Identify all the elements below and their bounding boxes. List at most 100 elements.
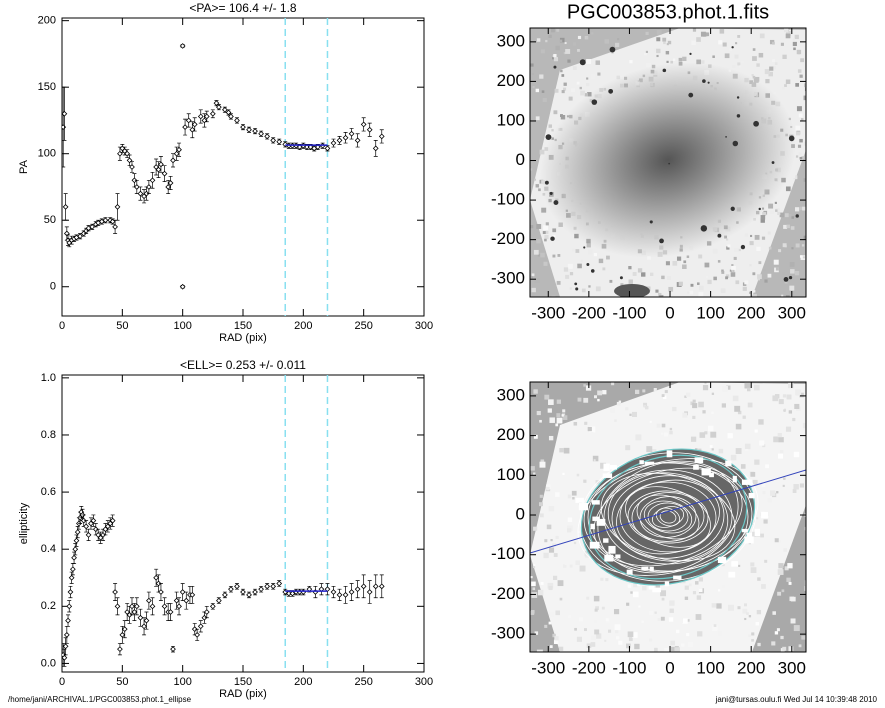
noise bbox=[545, 39, 548, 43]
noise bbox=[795, 155, 799, 158]
noise bbox=[540, 49, 545, 54]
data-point bbox=[342, 134, 349, 141]
x-tick-label: 200 bbox=[737, 303, 765, 322]
noise bbox=[634, 643, 640, 650]
noise bbox=[602, 267, 606, 271]
noise bbox=[530, 466, 535, 471]
noise bbox=[635, 389, 640, 395]
data-point bbox=[270, 583, 277, 590]
x-tick-label: 50 bbox=[116, 320, 128, 332]
noise bbox=[784, 408, 787, 411]
noise bbox=[649, 272, 654, 276]
star bbox=[717, 233, 722, 238]
noise bbox=[614, 629, 619, 634]
data-point bbox=[112, 589, 118, 595]
noise bbox=[626, 602, 630, 606]
noise bbox=[548, 547, 555, 553]
noise bbox=[583, 479, 587, 483]
noise bbox=[661, 432, 664, 435]
noise bbox=[779, 449, 784, 454]
noise bbox=[641, 620, 644, 623]
mask-patch bbox=[741, 528, 748, 533]
star bbox=[758, 207, 761, 211]
noise bbox=[692, 591, 697, 595]
data-point bbox=[203, 609, 210, 615]
noise bbox=[772, 395, 779, 402]
noise bbox=[593, 619, 598, 624]
isophote bbox=[600, 472, 736, 562]
noise bbox=[686, 392, 691, 397]
noise bbox=[593, 395, 597, 399]
noise bbox=[572, 66, 577, 71]
noise bbox=[649, 638, 653, 642]
data-layer bbox=[62, 18, 385, 316]
star bbox=[740, 244, 746, 250]
noise bbox=[727, 244, 731, 248]
noise bbox=[768, 203, 774, 209]
noise bbox=[737, 606, 741, 610]
noise bbox=[646, 446, 653, 453]
data-point bbox=[133, 603, 140, 610]
data-point bbox=[182, 124, 188, 130]
noise bbox=[552, 633, 556, 638]
noise bbox=[797, 144, 802, 148]
noise bbox=[555, 45, 560, 51]
noise bbox=[555, 535, 559, 540]
noise bbox=[628, 49, 632, 53]
noise bbox=[672, 406, 677, 412]
star bbox=[732, 140, 739, 147]
noise bbox=[783, 548, 788, 552]
noise bbox=[751, 632, 755, 636]
noise bbox=[764, 559, 768, 563]
plot-frame bbox=[61, 17, 425, 317]
data-point bbox=[133, 184, 140, 190]
mask-patch bbox=[761, 511, 769, 519]
x-tick-label: 200 bbox=[294, 676, 312, 688]
noise bbox=[559, 448, 564, 453]
isophote bbox=[636, 494, 700, 540]
noise bbox=[650, 448, 657, 455]
noise bbox=[672, 58, 676, 61]
mask-patch bbox=[639, 460, 644, 465]
noise bbox=[684, 585, 689, 590]
noise bbox=[797, 69, 802, 73]
noise bbox=[696, 282, 700, 285]
y-axis-title: PA bbox=[18, 159, 30, 174]
noise bbox=[799, 483, 804, 488]
noise bbox=[732, 269, 735, 273]
bright-source bbox=[614, 284, 650, 297]
noise bbox=[657, 617, 661, 622]
mask-patch bbox=[609, 465, 617, 470]
noise bbox=[548, 505, 555, 512]
noise bbox=[676, 256, 682, 261]
noise bbox=[548, 586, 553, 591]
noise bbox=[574, 627, 577, 631]
noise bbox=[628, 266, 632, 270]
noise bbox=[684, 596, 689, 600]
noise bbox=[718, 40, 723, 45]
noise bbox=[775, 267, 779, 271]
noise bbox=[542, 98, 547, 103]
noise bbox=[799, 156, 803, 160]
noise bbox=[788, 382, 794, 389]
noise bbox=[799, 206, 804, 211]
noise bbox=[772, 65, 776, 70]
data-point bbox=[372, 145, 379, 152]
noise bbox=[536, 224, 542, 229]
noise bbox=[687, 619, 690, 622]
noise bbox=[750, 567, 757, 573]
noise bbox=[666, 43, 669, 46]
noise bbox=[742, 608, 748, 614]
noise bbox=[788, 410, 793, 414]
noise bbox=[699, 278, 705, 284]
noise bbox=[542, 231, 546, 234]
noise bbox=[729, 48, 732, 51]
data-point bbox=[66, 603, 73, 610]
noise bbox=[560, 115, 566, 120]
noise bbox=[804, 580, 806, 586]
star bbox=[736, 96, 740, 99]
data-point bbox=[330, 589, 337, 595]
data-point bbox=[141, 623, 147, 630]
noise bbox=[785, 33, 791, 39]
noise bbox=[583, 397, 589, 403]
